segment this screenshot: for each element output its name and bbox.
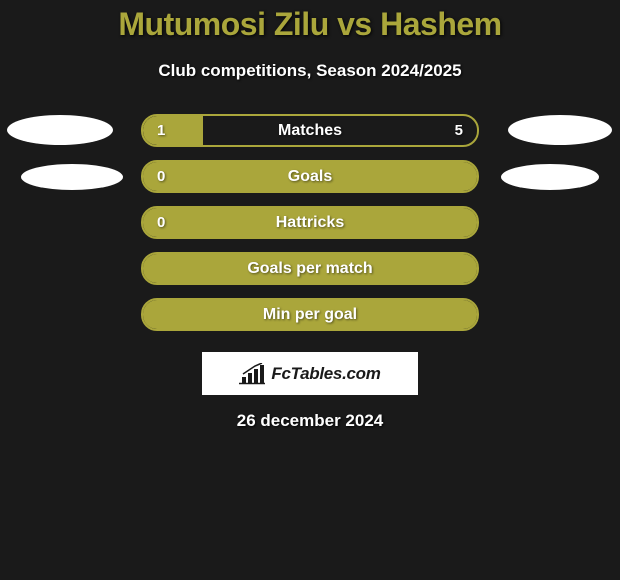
stat-row-hattricks: 0 Hattricks bbox=[0, 205, 620, 240]
stat-label: Min per goal bbox=[143, 306, 477, 324]
date-label: 26 december 2024 bbox=[0, 411, 620, 431]
stat-label: Hattricks bbox=[143, 214, 477, 232]
stat-row-min-per-goal: Min per goal bbox=[0, 297, 620, 332]
stat-label: Goals per match bbox=[143, 260, 477, 278]
stat-row-goals: 0 Goals bbox=[0, 159, 620, 194]
stat-bar: Goals per match bbox=[141, 252, 479, 285]
stat-bar: 0 Goals bbox=[141, 160, 479, 193]
subtitle: Club competitions, Season 2024/2025 bbox=[0, 61, 620, 81]
page-title: Mutumosi Zilu vs Hashem bbox=[0, 6, 620, 43]
stat-bar: 1 Matches 5 bbox=[141, 114, 479, 147]
player-left-ellipse bbox=[21, 164, 123, 190]
stat-bar: Min per goal bbox=[141, 298, 479, 331]
stat-label: Goals bbox=[143, 168, 477, 186]
comparison-card: Mutumosi Zilu vs Hashem Club competition… bbox=[0, 0, 620, 431]
stat-row-goals-per-match: Goals per match bbox=[0, 251, 620, 286]
stat-value-right: 5 bbox=[455, 122, 463, 139]
stat-bar: 0 Hattricks bbox=[141, 206, 479, 239]
badge-text: FcTables.com bbox=[271, 364, 380, 384]
bar-chart-icon bbox=[239, 363, 265, 385]
source-badge: FcTables.com bbox=[202, 352, 418, 395]
player-right-ellipse bbox=[508, 115, 612, 145]
stat-label: Matches bbox=[143, 122, 477, 140]
stat-row-matches: 1 Matches 5 bbox=[0, 113, 620, 148]
player-left-ellipse bbox=[7, 115, 113, 145]
player-right-ellipse bbox=[501, 164, 599, 190]
